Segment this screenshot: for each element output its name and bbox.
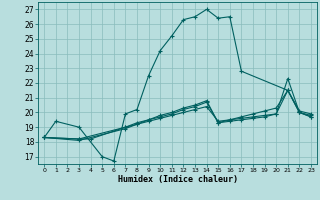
- X-axis label: Humidex (Indice chaleur): Humidex (Indice chaleur): [118, 175, 238, 184]
